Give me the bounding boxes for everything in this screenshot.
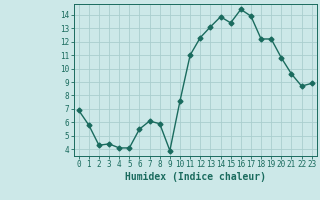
X-axis label: Humidex (Indice chaleur): Humidex (Indice chaleur) <box>125 172 266 182</box>
